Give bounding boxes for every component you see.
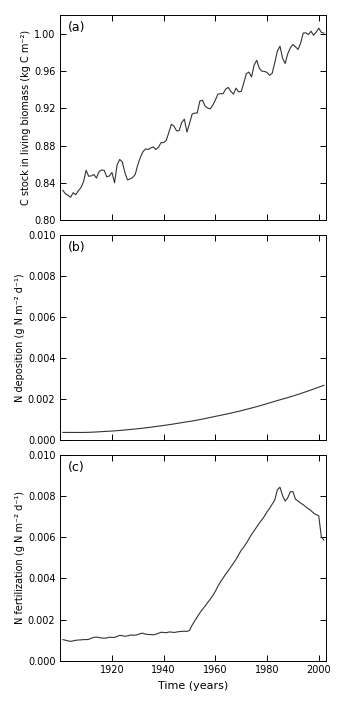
Text: (c): (c) bbox=[68, 462, 85, 474]
Y-axis label: N fertilization (g N m⁻² d⁻¹): N fertilization (g N m⁻² d⁻¹) bbox=[15, 491, 25, 624]
X-axis label: Time (years): Time (years) bbox=[158, 681, 228, 691]
Text: (a): (a) bbox=[68, 21, 86, 34]
Y-axis label: C stock in living biomass (kg C m⁻²): C stock in living biomass (kg C m⁻²) bbox=[21, 30, 31, 205]
Text: (b): (b) bbox=[68, 241, 86, 254]
Y-axis label: N deposition (g N m⁻² d⁻¹): N deposition (g N m⁻² d⁻¹) bbox=[15, 273, 25, 402]
